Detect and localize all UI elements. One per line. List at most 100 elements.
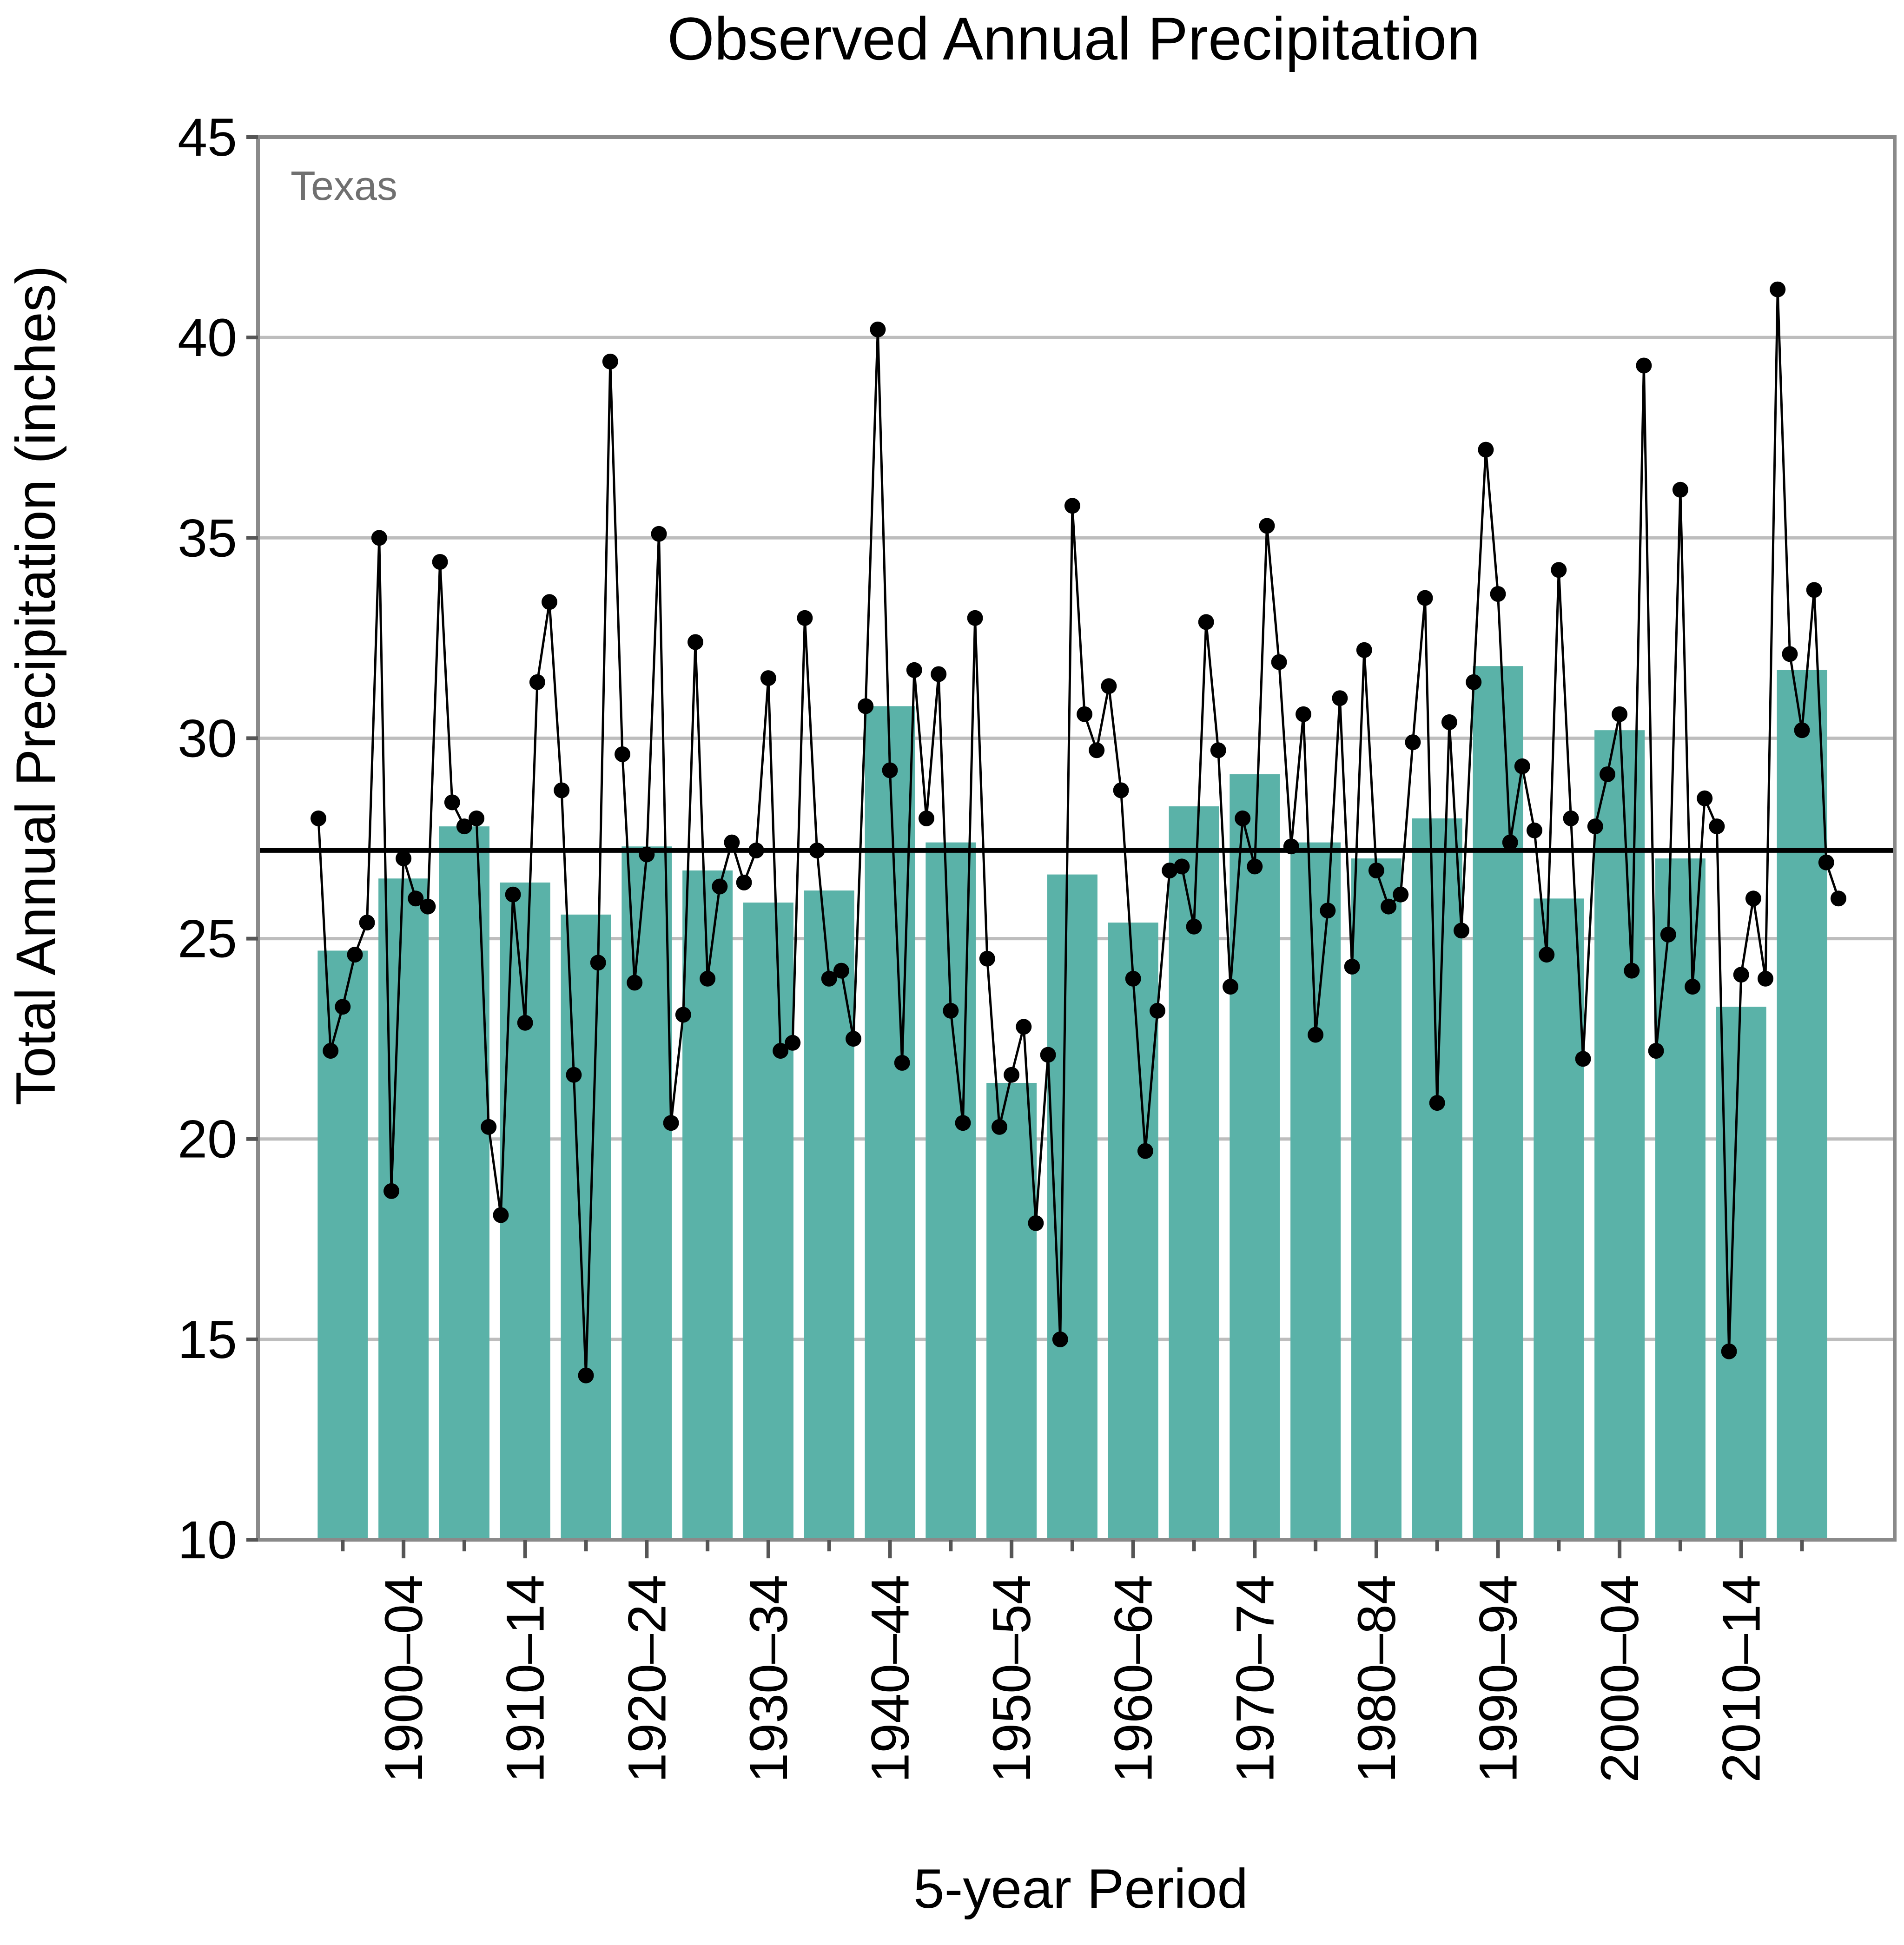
point-1918 (590, 955, 606, 971)
point-1912 (517, 1015, 533, 1031)
x-tick-label-1980–84: 1980–84 (1347, 1575, 1407, 1783)
point-1966 (1174, 858, 1190, 875)
point-2019 (1818, 854, 1834, 870)
point-1941 (870, 321, 886, 337)
point-2010 (1709, 818, 1725, 835)
point-2000 (1587, 818, 1603, 835)
point-1900 (371, 530, 387, 546)
point-1933 (773, 1043, 789, 1059)
point-1895 (311, 810, 326, 826)
point-1988 (1441, 714, 1457, 730)
point-1945 (919, 810, 934, 826)
point-1963 (1137, 1143, 1153, 1159)
point-1977 (1308, 1027, 1324, 1043)
y-axis-label: Total Annual Precipitation (inches) (5, 265, 67, 1106)
x-tick-label-1940–44: 1940–44 (861, 1575, 920, 1783)
bar-1935–39 (804, 890, 854, 1540)
point-1914 (542, 594, 557, 610)
point-2020 (1831, 890, 1846, 907)
point-1964 (1150, 1002, 1165, 1019)
x-tick-label-1950–54: 1950–54 (982, 1575, 1042, 1783)
point-1999 (1575, 1051, 1591, 1067)
bar-1970–74 (1230, 774, 1280, 1540)
bar-1995–99 (1534, 898, 1584, 1540)
point-1935 (797, 610, 813, 626)
bar-2000–04 (1594, 730, 1645, 1540)
bar-1900–04 (378, 878, 429, 1540)
bar-1985–89 (1412, 818, 1462, 1540)
bar-1945–49 (926, 842, 976, 1540)
point-1991 (1478, 442, 1494, 458)
point-1947 (943, 1002, 959, 1019)
point-1916 (566, 1067, 582, 1083)
y-tick-label-10: 10 (178, 1510, 237, 1570)
point-1953 (1016, 1019, 1032, 1035)
point-1919 (602, 353, 618, 369)
point-2003 (1624, 963, 1640, 979)
bar-2010–14 (1716, 1007, 1766, 1540)
bar-1980–84 (1351, 858, 1402, 1540)
point-1961 (1113, 782, 1129, 798)
x-tick-label-1900–04: 1900–04 (374, 1575, 434, 1783)
point-1898 (347, 947, 363, 963)
point-1926 (688, 634, 703, 650)
y-tick-label-25: 25 (178, 910, 237, 969)
point-1910 (493, 1207, 509, 1223)
point-1968 (1198, 614, 1214, 630)
point-1896 (323, 1043, 339, 1059)
point-1908 (469, 810, 485, 826)
point-2017 (1794, 722, 1810, 738)
x-tick-label-1910–14: 1910–14 (496, 1575, 555, 1783)
region-annotation: Texas (291, 163, 397, 209)
point-1962 (1125, 970, 1141, 987)
point-2012 (1733, 967, 1749, 983)
point-1948 (955, 1115, 971, 1131)
point-1960 (1101, 678, 1117, 694)
point-2013 (1745, 890, 1761, 907)
bar-1975–79 (1290, 842, 1341, 1540)
point-2018 (1806, 582, 1822, 598)
bar-1990–94 (1473, 666, 1523, 1540)
point-1937 (821, 970, 837, 987)
point-2008 (1685, 979, 1701, 995)
point-1971 (1235, 810, 1251, 826)
point-1954 (1028, 1215, 1044, 1231)
plot-frame (256, 135, 1897, 1542)
point-1974 (1271, 654, 1287, 670)
point-1911 (505, 886, 521, 903)
y-tick-label-30: 30 (178, 709, 237, 768)
point-1940 (858, 698, 874, 714)
annual-series-line (317, 289, 1840, 1376)
point-1998 (1563, 810, 1579, 826)
point-1978 (1320, 903, 1336, 919)
point-1946 (931, 666, 947, 682)
x-axis-label: 5-year Period (913, 1858, 1248, 1920)
point-1907 (456, 818, 472, 835)
bars (317, 666, 1827, 1540)
point-1905 (432, 554, 448, 570)
point-1952 (1004, 1067, 1020, 1083)
x-tick-label-1970–74: 1970–74 (1225, 1575, 1285, 1783)
point-1920 (615, 746, 630, 762)
point-1986 (1417, 590, 1433, 606)
bar-1920–24 (621, 846, 672, 1540)
point-2009 (1697, 790, 1713, 806)
point-1929 (724, 834, 740, 851)
point-1958 (1077, 706, 1093, 722)
point-1925 (675, 1007, 691, 1023)
point-1983 (1381, 898, 1397, 915)
point-1985 (1405, 734, 1421, 751)
point-1944 (906, 662, 922, 678)
point-2002 (1612, 706, 1628, 722)
point-1923 (651, 526, 667, 542)
point-1996 (1539, 947, 1555, 963)
y-tick-label-45: 45 (178, 108, 237, 167)
point-1981 (1356, 642, 1372, 658)
point-1913 (529, 674, 545, 690)
point-1915 (554, 782, 570, 798)
point-1917 (578, 1367, 594, 1384)
point-1973 (1259, 518, 1275, 534)
point-1938 (833, 963, 849, 979)
point-1924 (663, 1115, 679, 1131)
